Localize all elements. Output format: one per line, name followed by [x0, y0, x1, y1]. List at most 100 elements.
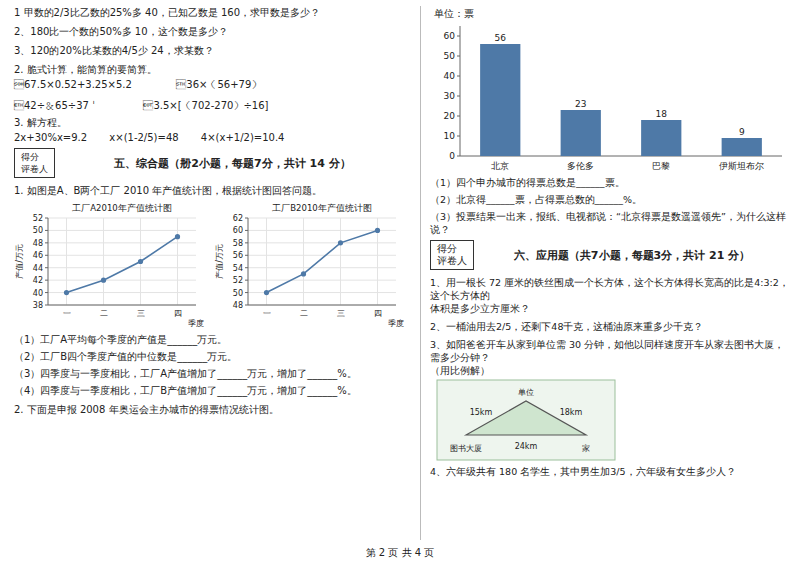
y-tick-label: 50 — [33, 226, 43, 235]
chart-title: 工厂A2010年产值统计图 — [72, 203, 171, 213]
grid-line — [248, 280, 396, 281]
grid-line — [248, 255, 396, 256]
chart-title: 单位：票 — [434, 8, 474, 19]
marker — [138, 259, 143, 264]
line-charts: 工厂A2010年产值统计图3840424446485052一二三四产值/万元季度… — [14, 201, 410, 329]
marker — [264, 290, 269, 295]
left-column: 1 甲数的2/3比乙数的25%多 40，已知乙数是 160，求甲数是多少？2、1… — [14, 6, 410, 416]
data-label: 9 — [739, 127, 745, 137]
question: （1）四个申办城市的得票总数是______票。 — [430, 176, 790, 189]
score-label: 得分 — [437, 243, 467, 255]
y-tick-label: 50 — [444, 51, 456, 61]
y-axis — [48, 218, 49, 305]
grid-line — [48, 280, 196, 281]
score-box: 得分评卷人 — [14, 148, 55, 178]
diagram-background — [437, 380, 615, 460]
x-tick-label: 巴黎 — [652, 161, 670, 171]
grid-line — [48, 292, 196, 293]
y-tick-label: 38 — [33, 301, 43, 310]
problem: 1 甲数的2/3比乙数的25%多 40，已知乙数是 160，求甲数是多少？ — [14, 6, 410, 19]
grid-line — [248, 242, 396, 243]
chart-title: 工厂B2010年产值统计图 — [272, 203, 371, 213]
grid-line — [48, 230, 196, 231]
x-tick-label: 三 — [137, 309, 145, 318]
marker — [175, 234, 180, 239]
marker — [301, 271, 306, 276]
series — [264, 228, 380, 295]
grid-line — [48, 305, 196, 306]
grid-line — [248, 218, 396, 219]
y-tick-label: 60 — [233, 226, 243, 235]
section-title: 六、应用题（共7小题，每题3分，共计 21 分） — [474, 249, 790, 262]
y-tick-label: 0 — [449, 151, 455, 161]
y-tick-label: 46 — [33, 251, 43, 260]
line-chart: 工厂B2010年产值统计图4850525456586062一二三四产值/万元季度 — [214, 201, 406, 329]
line — [267, 230, 378, 292]
x-tick-label: 四 — [174, 309, 182, 318]
marker — [64, 290, 69, 295]
y-tick-label: 52 — [33, 214, 43, 223]
grid-line — [340, 218, 341, 305]
grid-line — [48, 255, 196, 256]
checker-label: 评卷人 — [437, 255, 467, 267]
question: （2）工厂B四个季度产值的中位数是______万元。 — [14, 350, 410, 363]
marker — [338, 240, 343, 245]
grid-line — [48, 267, 196, 268]
y-tick-label: 54 — [233, 264, 243, 273]
side-label: 24km — [515, 442, 538, 451]
data-label: 56 — [495, 33, 507, 43]
problem: （用比例解） — [430, 364, 790, 377]
y-axis-label: 产值/万元 — [215, 244, 224, 279]
triangle-diagram: 图书大厦单位家15km18km24km — [436, 379, 616, 461]
y-tick-label: 58 — [233, 239, 243, 248]
section-header: 得分评卷人五、综合题（刱2小题，每题7分，共计 14 分） — [14, 148, 410, 178]
x-axis — [248, 305, 396, 306]
bar — [480, 44, 520, 156]
vertex-label: 图书大厦 — [450, 444, 482, 453]
y-tick-label: 56 — [233, 251, 243, 260]
page-number: 第 2 页 共 4 页 — [0, 546, 800, 559]
question: （3）四季度与一季度相比，工厂A产值增加了______万元，增加了______%… — [14, 367, 410, 380]
expression: 67.5×0.52+3.25×5.2 36×（56+79） — [14, 78, 410, 91]
score-label: 得分 — [21, 151, 48, 163]
section-title: 3. 解方程。 — [14, 116, 410, 129]
grid-line — [103, 218, 104, 305]
bars — [480, 44, 762, 156]
bar — [722, 138, 762, 156]
data-label: 23 — [575, 99, 586, 109]
y-tick-label: 52 — [233, 276, 243, 285]
problem: 体积是多少立方厘米？ — [430, 302, 790, 315]
right-column: 单位：票010203040506056北京23多伦多18巴黎9伊斯坦布尔（1）四… — [430, 6, 790, 478]
x-tick-label: 多伦多 — [567, 161, 594, 171]
x-tick-label: 伊斯坦布尔 — [719, 161, 764, 171]
x-tick-label: 一 — [63, 309, 71, 318]
line — [67, 237, 178, 293]
x-axis-label: 季度 — [388, 319, 404, 328]
grid-line — [248, 267, 396, 268]
y-tick-label: 60 — [444, 31, 456, 41]
question: （2）北京得______票，占得票总数的______%。 — [430, 193, 790, 206]
problem: 3、如阳爸爸开车从家到单位需 30 分钟，如他以同样速度开车从家去图书大厦，需多… — [430, 338, 790, 364]
section-title: 2. 脆式计算，能简算的要简算。 — [14, 63, 410, 76]
y-tick-label: 10 — [444, 131, 456, 141]
question: （3）投票结果一出来，报纸、电视都说：“北京得票是数遥遥领先”，为什么这样说？ — [430, 210, 790, 236]
y-tick-label: 30 — [444, 91, 456, 101]
bar-chart: 单位：票010203040506056北京23多伦多18巴黎9伊斯坦布尔 — [430, 6, 790, 176]
bar — [641, 120, 681, 156]
section-title: 五、综合题（刱2小题，每题7分，共计 14 分） — [55, 157, 410, 170]
grid-line — [48, 242, 196, 243]
grid-line — [248, 305, 396, 306]
divider — [420, 6, 421, 540]
checker-label: 评卷人 — [21, 163, 48, 175]
side-label: 15km — [470, 408, 493, 417]
bar — [561, 110, 601, 156]
grid-line — [303, 218, 304, 305]
problem: 1、用一根长 72 厘米的铁丝围成一个长方体，这个长方体得长宽高的比是4:3:2… — [430, 276, 790, 302]
grid-line — [177, 218, 178, 305]
x-tick-label: 二 — [100, 309, 108, 318]
problem: 4、六年级共有 180 名学生，其中男生加3/5，六年级有女生多少人？ — [430, 465, 790, 478]
vertex-label: 家 — [582, 444, 590, 453]
marker — [375, 228, 380, 233]
y-tick-label: 40 — [444, 71, 456, 81]
marker — [101, 278, 106, 283]
